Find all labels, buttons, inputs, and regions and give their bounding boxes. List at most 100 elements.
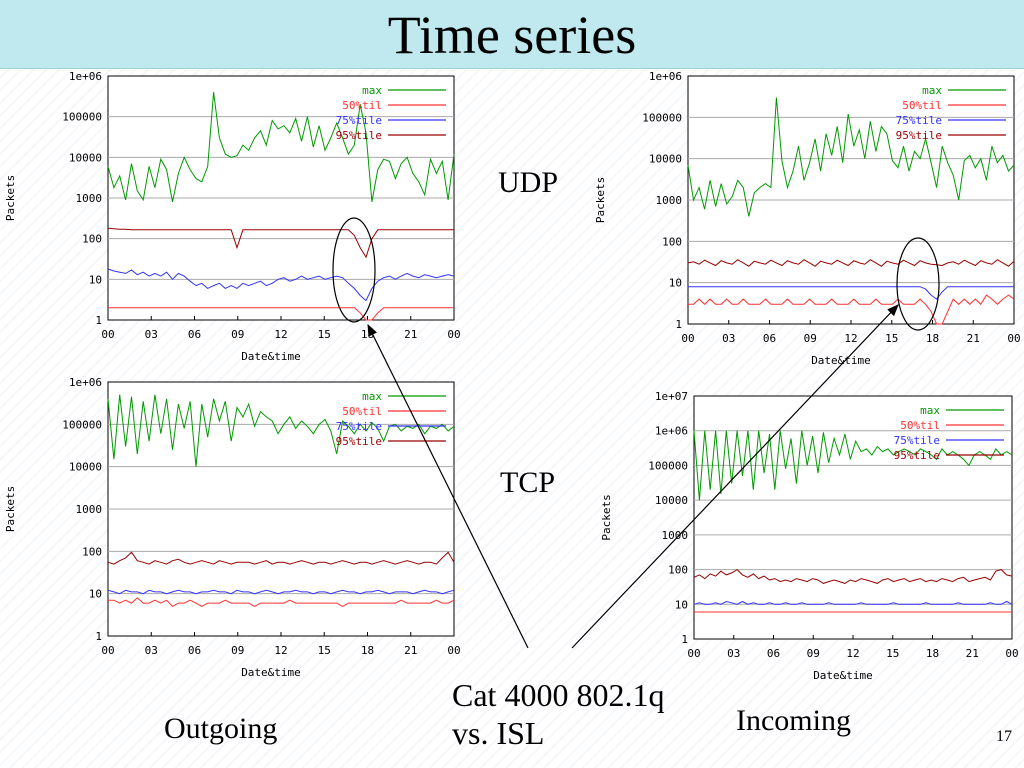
series-line-75pcttile — [107, 268, 455, 302]
legend-label: 75%tile — [894, 434, 940, 447]
chart-tcp-outgoing: 1 10 100 1000 10000 100000 1e+06 00 03 06 09 12 15 18… — [0, 372, 470, 698]
x-tick-label: 06 — [763, 332, 776, 345]
x-tick-label: 00 — [1005, 647, 1018, 660]
y-tick-label: 100 — [82, 233, 102, 246]
y-tick-label: 1e+07 — [655, 390, 688, 403]
series-line-50pcttil — [108, 307, 454, 321]
legend-label: 75%tile — [336, 420, 382, 433]
x-tick-label: 09 — [804, 332, 817, 345]
legend-label: 50%til — [342, 99, 382, 112]
y-tick-label: 100 — [662, 235, 682, 248]
annotation-text: Cat 4000 802.1q vs. ISL — [452, 676, 732, 752]
x-tick-label: 15 — [318, 644, 331, 657]
series-line-max — [107, 92, 455, 203]
x-tick-label: 00 — [447, 644, 460, 657]
y-axis-label: Packets — [4, 175, 17, 221]
y-tick-label: 10000 — [655, 494, 688, 507]
x-tick-label: 00 — [101, 328, 114, 341]
x-tick-label: 06 — [188, 328, 201, 341]
plot-area — [693, 395, 1013, 640]
x-tick-label: 12 — [846, 647, 859, 660]
x-tick-label: 00 — [681, 332, 694, 345]
annotation-line-2: vs. ISL — [452, 715, 545, 751]
y-tick-label: 10000 — [69, 461, 102, 474]
series-line-50pcttil — [688, 294, 1015, 325]
y-tick-label: 10 — [669, 277, 682, 290]
y-tick-label: 10 — [89, 588, 102, 601]
series-line-max — [687, 97, 1015, 217]
legend-label: max — [920, 404, 940, 417]
y-tick-label: 10000 — [69, 151, 102, 164]
x-tick-label: 12 — [274, 328, 287, 341]
x-tick-label: 00 — [447, 328, 460, 341]
x-tick-label: 18 — [361, 644, 374, 657]
incoming-label: Incoming — [736, 704, 851, 737]
y-tick-label: 1e+06 — [69, 376, 102, 389]
outgoing-label: Outgoing — [164, 712, 278, 745]
y-tick-label: 100 — [668, 564, 688, 577]
y-tick-label: 1 — [95, 314, 102, 327]
y-tick-label: 100000 — [642, 111, 682, 124]
y-tick-label: 10 — [675, 598, 688, 611]
x-tick-label: 12 — [844, 332, 857, 345]
series-line-95pcttile — [107, 227, 454, 259]
tcp-label: TCP — [500, 466, 556, 499]
x-tick-label: 18 — [926, 647, 939, 660]
y-tick-label: 1e+06 — [69, 70, 102, 83]
y-tick-label: 100000 — [62, 418, 102, 431]
x-tick-label: 06 — [188, 644, 201, 657]
chart-udp-outgoing: 1 10 100 1000 10000 100000 1e+06 00 03 06 09 12 15 18… — [0, 68, 470, 368]
x-tick-label: 21 — [967, 332, 980, 345]
legend-label: max — [362, 84, 382, 97]
legend-label: 95%tile — [894, 449, 940, 462]
chart-udp-incoming: 1 10 100 1000 10000 100000 1e+06 00 03 06 09 12 15 18… — [590, 68, 1024, 368]
x-tick-label: 09 — [231, 644, 244, 657]
legend-label: max — [362, 390, 382, 403]
legend-label: 95%tile — [336, 129, 382, 142]
x-tick-label: 00 — [687, 647, 700, 660]
x-tick-label: 15 — [886, 647, 899, 660]
x-tick-label: 15 — [318, 328, 331, 341]
x-axis-label: Date&time — [241, 350, 301, 363]
y-tick-label: 1 — [95, 630, 102, 643]
legend-label: max — [922, 84, 942, 97]
x-tick-label: 15 — [885, 332, 898, 345]
udp-label: UDP — [498, 166, 559, 199]
x-axis-label: Date&time — [811, 354, 871, 367]
chart-tcp-incoming: 1 10 100 1000 10000 100000 1e+06 1e+07 00 03 06 09 1… — [596, 386, 1024, 686]
legend-label: 50%til — [342, 405, 382, 418]
x-axis-label: Date&time — [241, 666, 301, 679]
y-tick-label: 10 — [89, 273, 102, 286]
y-tick-label: 100000 — [648, 459, 688, 472]
x-tick-label: 03 — [145, 328, 158, 341]
y-tick-label: 1000 — [76, 192, 103, 205]
x-tick-label: 21 — [404, 328, 417, 341]
y-tick-label: 100 — [82, 545, 102, 558]
legend-label: 50%til — [902, 99, 942, 112]
x-axis-label: Date&time — [813, 669, 873, 682]
y-tick-label: 1000 — [662, 529, 689, 542]
x-tick-label: 21 — [966, 647, 979, 660]
x-tick-label: 03 — [727, 647, 740, 660]
y-tick-label: 1000 — [656, 194, 683, 207]
x-tick-label: 06 — [767, 647, 780, 660]
chart-svg: 1 10 100 1000 10000 100000 1e+06 1e+07 00 03 06 09 1… — [600, 390, 1019, 682]
series-line-75pcttile — [688, 286, 1014, 300]
y-tick-label: 100000 — [62, 111, 102, 124]
x-tick-label: 12 — [274, 644, 287, 657]
chart-svg: 1 10 100 1000 10000 100000 1e+06 00 03 06 09 12 15 18… — [4, 376, 461, 679]
chart-svg: 1 10 100 1000 10000 100000 1e+06 00 03 06 09 12 15 18… — [4, 70, 461, 363]
y-tick-label: 1 — [675, 318, 682, 331]
x-tick-label: 03 — [145, 644, 158, 657]
legend-label: 75%tile — [336, 114, 382, 127]
series-line-95pcttile — [687, 259, 1015, 267]
x-tick-label: 03 — [722, 332, 735, 345]
x-tick-label: 21 — [404, 644, 417, 657]
slide-number: 17 — [996, 728, 1012, 745]
slide-title: Time series — [387, 5, 637, 65]
y-axis-label: Packets — [594, 177, 607, 223]
chart-svg: 1 10 100 1000 10000 100000 1e+06 00 03 06 09 12 15 18… — [594, 70, 1021, 367]
y-axis-label: Packets — [4, 486, 17, 532]
y-tick-label: 1000 — [76, 503, 103, 516]
x-tick-label: 18 — [926, 332, 939, 345]
